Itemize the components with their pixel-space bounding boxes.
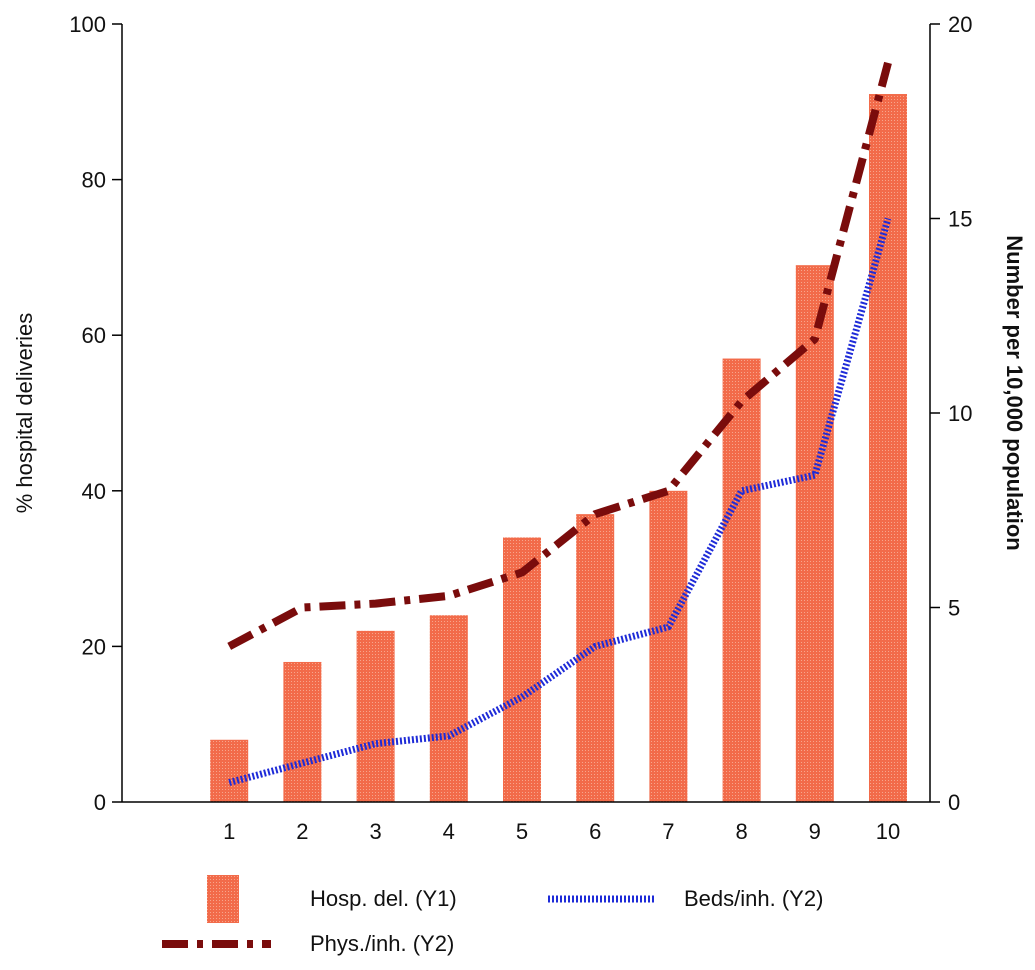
y2-tick-label: 15 (948, 207, 972, 232)
y1-tick-label: 20 (82, 634, 106, 659)
y1-tick-label: 80 (82, 168, 106, 193)
y1-tick-label: 60 (82, 323, 106, 348)
legend: Hosp. del. (Y1) Beds/inh. (Y2) Phys./inh. … (162, 875, 823, 956)
bar-7 (649, 490, 688, 802)
y2-tick-label: 0 (948, 790, 960, 815)
line-series (227, 61, 892, 786)
x-tick-label: 6 (589, 819, 601, 844)
x-tick-label: 4 (443, 819, 455, 844)
x-tick-label: 5 (516, 819, 528, 844)
legend-label-phys: Phys./inh. (Y2) (310, 931, 454, 956)
bar-8 (722, 358, 761, 802)
y1-tick-label: 40 (82, 479, 106, 504)
y2-tick-label: 20 (948, 12, 972, 37)
bar-4 (429, 615, 468, 802)
line-phys (227, 61, 892, 650)
y2-tick-label: 10 (948, 401, 972, 426)
legend-swatch-hosp-del (207, 875, 239, 923)
y1-axis-label: % hospital deliveries (12, 313, 37, 514)
x-tick-label: 1 (223, 819, 235, 844)
bar-6 (576, 514, 615, 802)
axes: 0 20 40 60 80 100 0 5 10 15 20 1 2 3 4 5 6 7 8 9 10 (69, 12, 972, 844)
y1-tick-label: 0 (94, 790, 106, 815)
y2-tick-label: 5 (948, 596, 960, 621)
bar-1 (210, 739, 249, 802)
x-tick-label: 7 (662, 819, 674, 844)
legend-label-beds: Beds/inh. (Y2) (684, 886, 823, 911)
bar-2 (283, 661, 322, 802)
bar-series-hosp-del (210, 94, 907, 802)
legend-label-hosp-del: Hosp. del. (Y1) (310, 886, 457, 911)
line-beds (228, 217, 892, 786)
bar-5 (503, 537, 541, 802)
bar-3 (356, 630, 395, 802)
x-tick-label: 8 (735, 819, 747, 844)
y2-axis-label: Number per 10,000 population (1002, 235, 1027, 550)
y1-tick-label: 100 (69, 12, 106, 37)
x-tick-label: 10 (876, 819, 900, 844)
x-tick-label: 9 (809, 819, 821, 844)
x-tick-label: 3 (369, 819, 381, 844)
bar-10 (869, 94, 907, 802)
x-tick-label: 2 (296, 819, 308, 844)
